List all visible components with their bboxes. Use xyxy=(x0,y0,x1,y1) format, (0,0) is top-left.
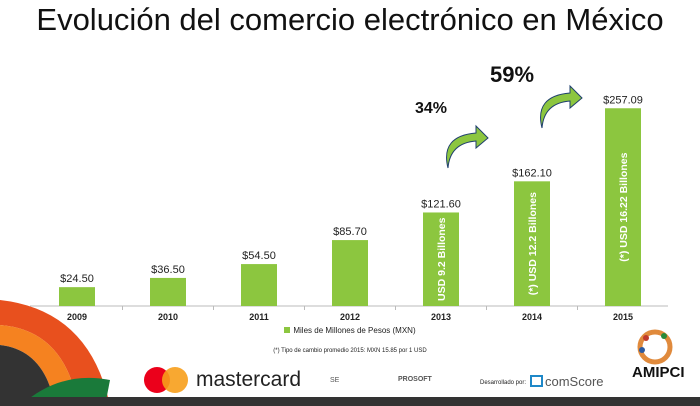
prosoft-logo: PROSOFT xyxy=(398,376,432,383)
growth-arrows: 34% 59% xyxy=(415,62,583,169)
footnote: (*) Tipo de cambio promedio 2015: MXN 15… xyxy=(273,348,427,354)
legend-swatch xyxy=(284,327,291,333)
x-tick-2012: 2012 xyxy=(340,312,360,322)
page-title: Evolución del comercio electrónico en Mé… xyxy=(36,2,664,37)
bar-2010 xyxy=(150,277,186,306)
legend: Miles de Millones de Pesos (MXN) xyxy=(0,326,700,335)
amipci-logo: AMIPCI xyxy=(632,364,685,381)
bar-2009 xyxy=(59,287,95,306)
amipci-logo-mark xyxy=(637,329,673,365)
bar-text-2015: (*) USD 16.22 Billones xyxy=(618,152,630,261)
comscore-icon xyxy=(530,375,543,387)
x-tick-2014: 2014 xyxy=(522,312,542,322)
value-label-2013: $121.60 xyxy=(421,198,461,210)
decorative-swoosh xyxy=(0,300,110,406)
value-label-2015: $257.09 xyxy=(603,94,643,106)
bar-2014 xyxy=(514,181,550,306)
bar-2015 xyxy=(605,108,641,306)
x-tick-2015: 2015 xyxy=(613,312,633,322)
mastercard-logo xyxy=(144,367,188,393)
x-tick-2013: 2013 xyxy=(431,312,451,322)
bar-2013 xyxy=(423,212,459,306)
growth-arrow-icon xyxy=(540,84,583,129)
mastercard-text: mastercard xyxy=(196,368,302,391)
value-label-2011: $54.50 xyxy=(242,250,276,262)
x-tick-2011: 2011 xyxy=(249,312,269,322)
comscore-logo: comScore xyxy=(545,374,604,389)
developed-by-label: Desarrollado por: xyxy=(480,380,527,386)
bar-2012 xyxy=(332,240,368,306)
growth-arrow-icon xyxy=(446,124,489,169)
value-label-2009: $24.50 xyxy=(60,273,94,285)
se-logo: SE xyxy=(330,377,340,384)
value-label-2010: $36.50 xyxy=(151,264,185,276)
growth-label-59%: 59% xyxy=(490,62,534,87)
value-label-2012: $85.70 xyxy=(333,226,367,238)
bar-2011 xyxy=(241,264,277,306)
x-tick-2010: 2010 xyxy=(158,312,178,322)
bottom-bar xyxy=(0,397,700,406)
legend-label: Miles de Millones de Pesos (MXN) xyxy=(293,326,416,335)
bar-text-2013: USD 9.2 Billones xyxy=(436,217,448,301)
x-tick-2009: 2009 xyxy=(67,312,87,322)
bar-text-2014: (*) USD 12.2 Billones xyxy=(527,192,539,295)
value-label-2014: $162.10 xyxy=(512,167,552,179)
growth-label-34%: 34% xyxy=(415,100,447,117)
